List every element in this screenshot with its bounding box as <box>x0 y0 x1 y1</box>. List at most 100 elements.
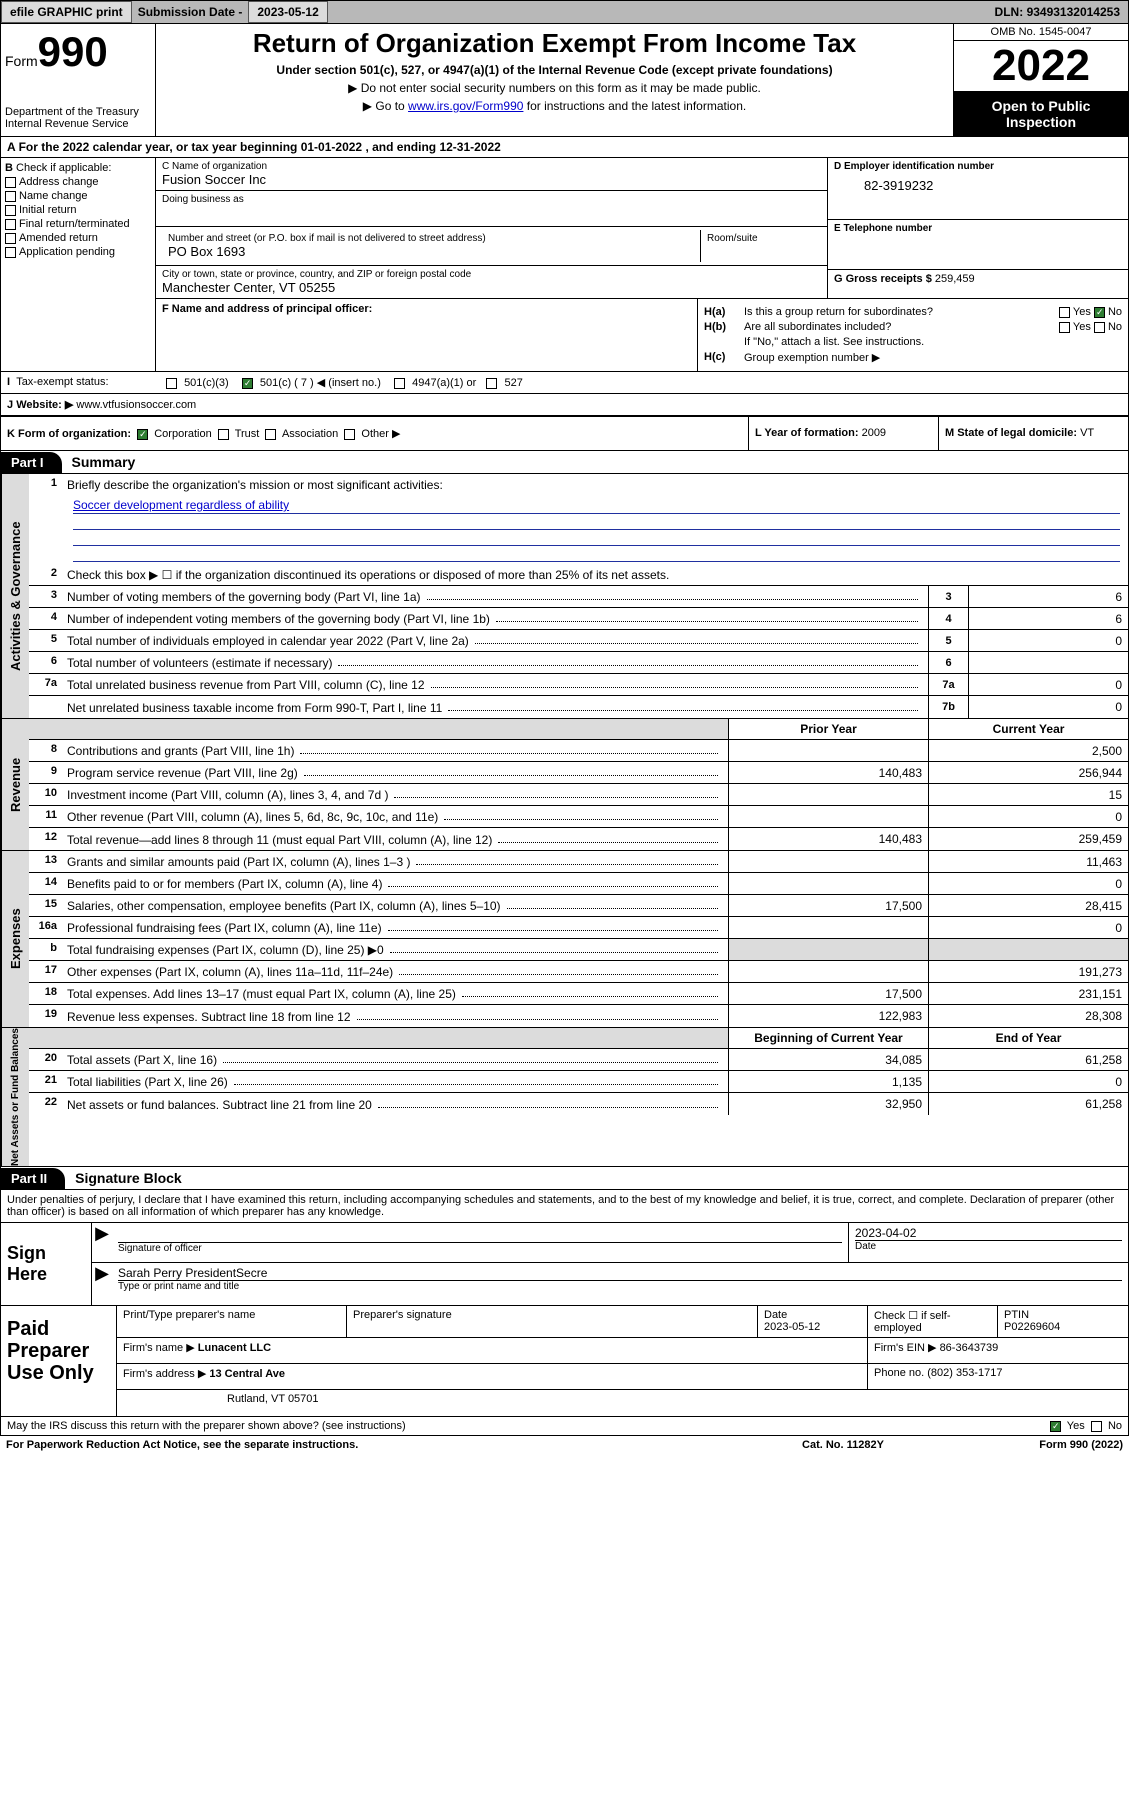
phone-label: E Telephone number <box>834 223 932 234</box>
lbl-amended-return: Amended return <box>19 232 98 244</box>
line-num: 20 <box>29 1049 63 1070</box>
section-governance: Activities & Governance 1 Briefly descri… <box>0 474 1129 719</box>
sign-here-block: Sign Here ▶ Signature of officer 2023-04… <box>0 1223 1129 1306</box>
line-num: 7a <box>29 674 63 695</box>
paid-preparer-block: Paid Preparer Use Only Print/Type prepar… <box>0 1306 1129 1417</box>
section-net-assets: Net Assets or Fund Balances Beginning of… <box>0 1028 1129 1167</box>
ein-value: 82-3919232 <box>834 172 1122 193</box>
dln-label: DLN: <box>995 5 1024 19</box>
lbl-initial-return: Initial return <box>19 204 76 216</box>
tax-period-row: A For the 2022 calendar year, or tax yea… <box>0 137 1129 158</box>
tax-year: 2022 <box>954 41 1128 92</box>
chk-hb-yes[interactable] <box>1059 322 1070 333</box>
status-website-row: I Tax-exempt status: 501(c)(3) 501(c) ( … <box>0 372 1129 416</box>
f-h-row: F Name and address of principal officer:… <box>156 298 1128 371</box>
name-block: C Name of organization Fusion Soccer Inc… <box>156 158 828 298</box>
lbl-discuss-yes: Yes <box>1067 1420 1085 1432</box>
chk-ha-yes[interactable] <box>1059 307 1070 318</box>
curr-val: 231,151 <box>928 983 1128 1004</box>
lbl-association: Association <box>282 428 338 440</box>
lbl-corporation: Corporation <box>154 428 211 440</box>
two-col-line: 17 Other expenses (Part IX, column (A), … <box>29 961 1128 983</box>
state-domicile: VT <box>1080 427 1094 439</box>
line-text: Total revenue—add lines 8 through 11 (mu… <box>63 828 728 850</box>
b-label: Check if applicable: <box>16 162 111 174</box>
chk-application-pending[interactable] <box>5 247 16 258</box>
chk-address-change[interactable] <box>5 177 16 188</box>
period-begin: 01-01-2022 <box>301 140 362 154</box>
dln-value: 93493132014253 <box>1027 5 1120 19</box>
chk-hb-no[interactable] <box>1094 322 1105 333</box>
irs-form990-link[interactable]: www.irs.gov/Form990 <box>408 99 523 113</box>
prior-val <box>728 917 928 938</box>
line-text: Net unrelated business taxable income fr… <box>63 696 928 718</box>
org-name: Fusion Soccer Inc <box>162 172 821 187</box>
col-current-year: Current Year <box>928 719 1128 739</box>
goto-pre: ▶ Go to <box>363 99 408 113</box>
chk-name-change[interactable] <box>5 191 16 202</box>
ha-text: Is this a group return for subordinates? <box>744 306 1059 318</box>
lbl-address-change: Address change <box>19 176 99 188</box>
line-val <box>968 652 1128 673</box>
line-num: 13 <box>29 851 63 872</box>
prep-date-hdr: Date <box>764 1309 787 1321</box>
chk-4947[interactable] <box>394 378 405 389</box>
chk-527[interactable] <box>486 378 497 389</box>
section-revenue: Revenue Prior Year Current Year 8 Contri… <box>0 719 1129 851</box>
line-val: 0 <box>968 696 1128 718</box>
sign-here-label: Sign Here <box>1 1223 91 1305</box>
perjury-declaration: Under penalties of perjury, I declare th… <box>0 1190 1129 1223</box>
line-text: Grants and similar amounts paid (Part IX… <box>63 851 728 872</box>
chk-discuss-no[interactable] <box>1091 1421 1102 1432</box>
line-num: 21 <box>29 1071 63 1092</box>
line1-num: 1 <box>29 474 63 496</box>
two-col-line: 18 Total expenses. Add lines 13–17 (must… <box>29 983 1128 1005</box>
efile-print-button[interactable]: efile GRAPHIC print <box>1 1 132 23</box>
line-val: 6 <box>968 586 1128 607</box>
firm-name-label: Firm's name ▶ <box>123 1342 195 1354</box>
prior-val <box>728 806 928 827</box>
d-block: D Employer identification number 82-3919… <box>828 158 1128 298</box>
curr-val: 11,463 <box>928 851 1128 872</box>
officer-name-label: Type or print name and title <box>118 1280 1122 1292</box>
chk-trust[interactable] <box>218 429 229 440</box>
street-label: Number and street (or P.O. box if mail i… <box>168 233 694 244</box>
rev-col-header: Prior Year Current Year <box>29 719 1128 740</box>
gross-receipts-label: G Gross receipts $ <box>834 273 932 285</box>
firm-addr-label: Firm's address ▶ <box>123 1368 206 1380</box>
chk-discuss-yes[interactable] <box>1050 1421 1061 1432</box>
line-text: Other revenue (Part VIII, column (A), li… <box>63 806 728 827</box>
section-expenses: Expenses 13 Grants and similar amounts p… <box>0 851 1129 1028</box>
line-text: Revenue less expenses. Subtract line 18 … <box>63 1005 728 1027</box>
chk-association[interactable] <box>265 429 276 440</box>
line-box: 5 <box>928 630 968 651</box>
curr-val: 0 <box>928 1071 1128 1092</box>
net-col-header: Beginning of Current Year End of Year <box>29 1028 1128 1049</box>
line-num: 11 <box>29 806 63 827</box>
chk-ha-no[interactable] <box>1094 307 1105 318</box>
firm-phone: (802) 353-1717 <box>927 1367 1002 1379</box>
line-text: Salaries, other compensation, employee b… <box>63 895 728 916</box>
chk-amended-return[interactable] <box>5 233 16 244</box>
chk-501c3[interactable] <box>166 378 177 389</box>
mission-text[interactable]: Soccer development regardless of ability <box>73 498 289 512</box>
prep-ptin-hdr: PTIN <box>1004 1309 1029 1321</box>
two-col-line: 20 Total assets (Part X, line 16) 34,085… <box>29 1049 1128 1071</box>
gov-line: 6 Total number of volunteers (estimate i… <box>29 652 1128 674</box>
chk-501c[interactable] <box>242 378 253 389</box>
mission-block: Soccer development regardless of ability <box>29 496 1128 564</box>
chk-other[interactable] <box>344 429 355 440</box>
gov-line: Net unrelated business taxable income fr… <box>29 696 1128 718</box>
side-net-assets: Net Assets or Fund Balances <box>1 1028 29 1166</box>
f-block: F Name and address of principal officer: <box>156 299 698 371</box>
chk-corporation[interactable] <box>137 429 148 440</box>
line-text: Benefits paid to or for members (Part IX… <box>63 873 728 894</box>
prior-val <box>728 740 928 761</box>
prior-val <box>728 851 928 872</box>
city-label: City or town, state or province, country… <box>162 269 821 280</box>
chk-initial-return[interactable] <box>5 205 16 216</box>
year-formation: 2009 <box>862 427 886 439</box>
part2-tag: Part II <box>1 1168 65 1189</box>
korg-row: K Form of organization: Corporation Trus… <box>0 416 1129 451</box>
chk-final-return[interactable] <box>5 219 16 230</box>
